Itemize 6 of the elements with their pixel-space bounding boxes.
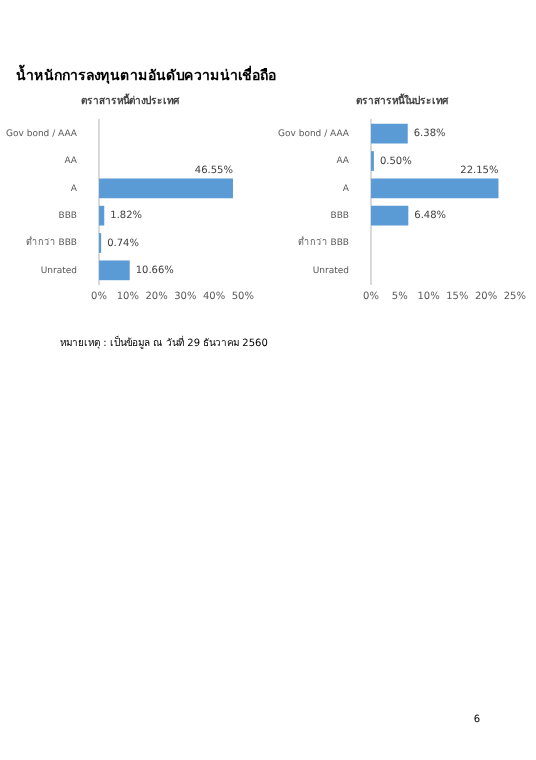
bar [371,123,408,144]
bar [371,205,409,226]
bar [99,260,130,281]
bar [99,178,233,199]
bar [371,178,499,199]
bar [99,205,105,226]
